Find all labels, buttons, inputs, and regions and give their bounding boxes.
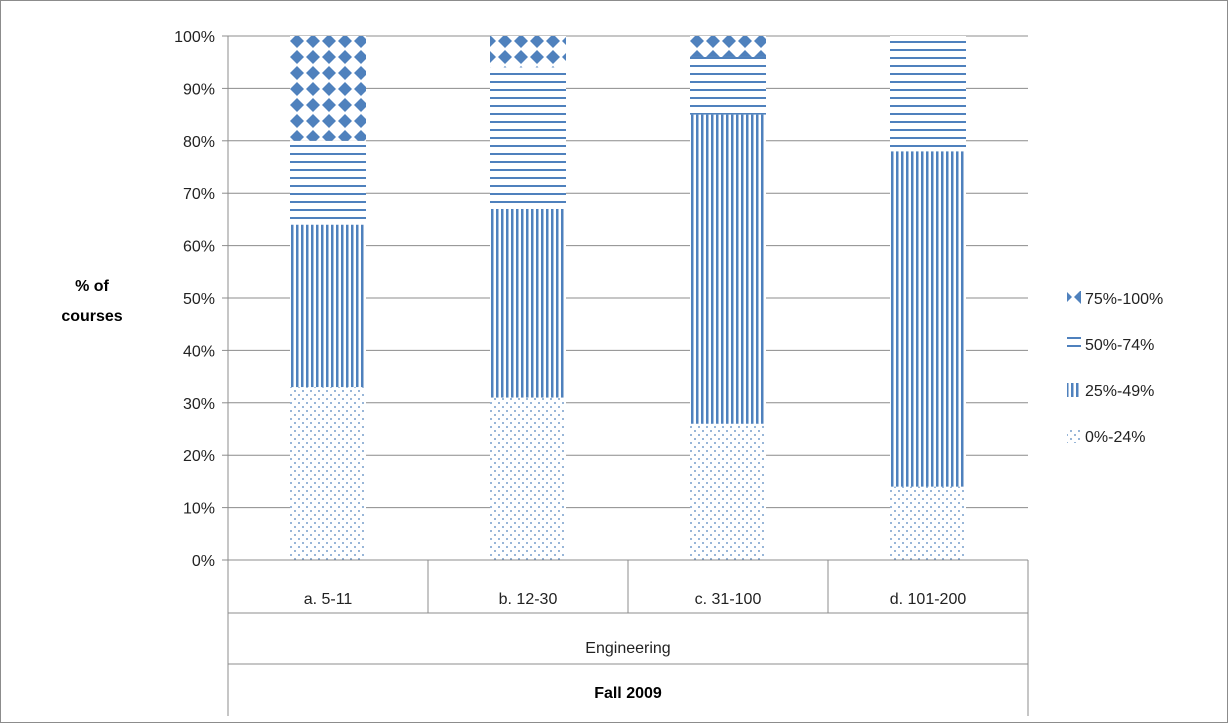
- x-group-label: Engineering: [585, 640, 670, 657]
- y-tick-label: 70%: [183, 186, 215, 203]
- legend-label: 0%-24%: [1085, 429, 1145, 446]
- legend-item: 25%-49%: [1067, 383, 1154, 400]
- x-super-group-label: Fall 2009: [594, 685, 662, 702]
- y-tick-label: 90%: [183, 81, 215, 98]
- legend-swatch: [1067, 337, 1081, 351]
- bar-segment: [490, 67, 566, 209]
- bar-segment: [890, 151, 966, 487]
- legend-swatch: [1067, 291, 1081, 305]
- legend-label: 25%-49%: [1085, 383, 1154, 400]
- bars: [290, 36, 966, 560]
- y-tick-label: 50%: [183, 291, 215, 308]
- bar-segment: [290, 36, 366, 141]
- y-tick-label: 20%: [183, 448, 215, 465]
- x-category-label: b. 12-30: [499, 591, 558, 608]
- legend-swatch: [1067, 383, 1081, 397]
- legend-item: 0%-24%: [1067, 429, 1145, 446]
- bar-segment: [890, 36, 966, 152]
- axes: 0% 10% 20% 30% 40% 50% 60% 70% 80% 90% 100% a. 5-11…: [61, 29, 1029, 716]
- y-tick-label: 100%: [174, 29, 215, 46]
- bar-segment: [690, 423, 766, 560]
- bar-segment: [290, 140, 366, 225]
- legend-item: 75%-100%: [1067, 291, 1163, 308]
- y-tick-label: 80%: [183, 134, 215, 151]
- y-tick-label: 40%: [183, 343, 215, 360]
- bar-segment: [490, 36, 566, 68]
- y-axis-title: courses: [61, 308, 122, 325]
- bar-segment: [490, 208, 566, 398]
- x-category-label: a. 5-11: [304, 591, 353, 608]
- y-tick-label: 60%: [183, 239, 215, 256]
- bar-segment: [890, 486, 966, 560]
- legend-item: 50%-74%: [1067, 337, 1154, 354]
- bar-segment: [290, 387, 366, 560]
- legend-label: 75%-100%: [1085, 291, 1163, 308]
- legend: 75%-100% 50%-74% 25%-49% 0%-24%: [1067, 291, 1163, 446]
- y-axis-title: % of: [75, 278, 109, 295]
- bar-segment: [690, 114, 766, 424]
- bar-segment: [690, 56, 766, 115]
- bar-segment: [690, 36, 766, 57]
- legend-label: 50%-74%: [1085, 337, 1154, 354]
- x-category-label: d. 101-200: [890, 591, 967, 608]
- y-tick-label: 30%: [183, 396, 215, 413]
- y-tick-label: 0%: [192, 553, 215, 570]
- x-category-label: c. 31-100: [695, 591, 762, 608]
- bar-segment: [490, 397, 566, 560]
- legend-swatch: [1067, 429, 1081, 443]
- bar-segment: [290, 224, 366, 388]
- y-tick-label: 10%: [183, 501, 215, 518]
